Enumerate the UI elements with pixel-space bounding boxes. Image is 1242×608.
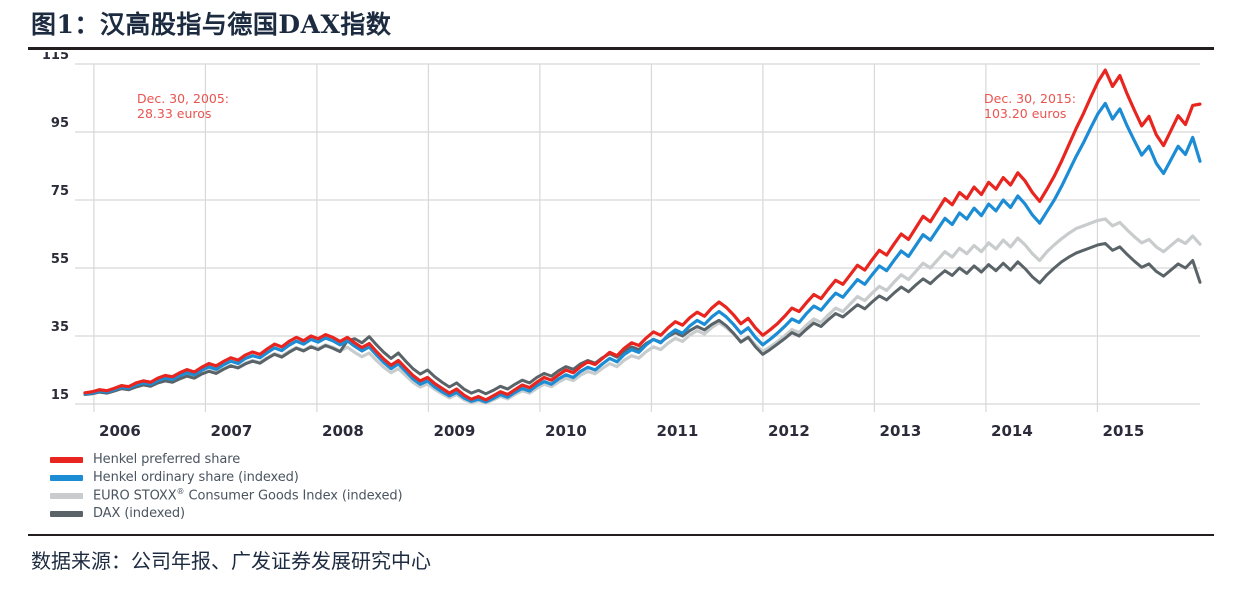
series-line-euro_stoxx — [83, 217, 1202, 405]
annotation-end-price: 103.20 euros — [984, 106, 1067, 121]
legend-item-euro_stoxx: EURO STOXX® Consumer Goods Index (indexe… — [50, 487, 750, 504]
y-axis-tick-label: 95 — [51, 116, 69, 131]
y-axis-tick-label: 55 — [51, 252, 69, 267]
legend-swatch-icon — [50, 456, 83, 463]
legend-label: Henkel preferred share — [93, 452, 241, 467]
chart-legend: Henkel preferred share Henkel ordinary sh… — [50, 451, 750, 523]
x-axis-tick-label: 2006 — [99, 422, 141, 440]
x-axis-tick-label: 2009 — [434, 422, 476, 440]
x-axis-tick-label: 2014 — [991, 422, 1033, 440]
divider-top — [28, 47, 1214, 50]
source-note: 数据来源：公司年报、广发证券发展研究中心 — [31, 549, 431, 573]
legend-swatch-icon — [50, 492, 83, 499]
chart-container: 15 35 55 75 95 115 2006 2007 2008 2009 2010 2011 201… — [28, 52, 1214, 532]
annotation-start-value: Dec. 30, 2005: 28.33 euros — [137, 91, 229, 121]
series-line-henkel_ordinary — [83, 101, 1202, 404]
series-line-dax — [83, 242, 1202, 396]
x-axis-tick-label: 2011 — [657, 422, 699, 440]
y-axis-tick-label: 35 — [51, 320, 69, 335]
legend-label: EURO STOXX® Consumer Goods Index (indexe… — [93, 487, 403, 504]
divider-bottom — [28, 534, 1214, 536]
x-axis-tick-labels: 2006 2007 2008 2009 2010 2011 2012 2013 2014 2015 — [99, 422, 1144, 440]
y-axis-tick-label: 75 — [51, 184, 69, 199]
x-axis-tick-label: 2012 — [768, 422, 810, 440]
legend-label: Henkel ordinary share (indexed) — [93, 470, 299, 485]
legend-swatch-icon — [50, 510, 83, 517]
x-axis-tick-label: 2013 — [880, 422, 922, 440]
legend-item-henkel_ordinary: Henkel ordinary share (indexed) — [50, 469, 750, 486]
annotation-end-value: Dec. 30, 2015: 103.20 euros — [984, 91, 1076, 121]
y-axis-tick-label: 115 — [42, 52, 69, 63]
series-line-henkel_preferred — [83, 68, 1202, 402]
legend-swatch-icon — [50, 474, 83, 481]
legend-label: DAX (indexed) — [93, 506, 185, 521]
y-axis-tick-labels: 15 35 55 75 95 115 — [42, 52, 69, 403]
stock-index-line-chart: 15 35 55 75 95 115 2006 2007 2008 2009 2010 2011 201… — [42, 52, 1202, 440]
annotation-start-price: 28.33 euros — [137, 106, 212, 121]
chart-series-group — [83, 68, 1202, 405]
annotation-end-date: Dec. 30, 2015: — [984, 91, 1077, 106]
annotation-start-date: Dec. 30, 2005: — [137, 91, 230, 106]
legend-item-henkel_preferred: Henkel preferred share — [50, 451, 750, 468]
y-axis-tick-label: 15 — [51, 388, 69, 403]
x-axis-tick-label: 2010 — [545, 422, 587, 440]
x-axis-tick-label: 2007 — [211, 422, 253, 440]
x-axis-tick-label: 2008 — [322, 422, 364, 440]
legend-item-dax: DAX (indexed) — [50, 505, 750, 522]
grid-lines — [75, 63, 1200, 412]
x-axis-tick-label: 2015 — [1103, 422, 1145, 440]
page-title: 图1：汉高股指与德国DAX指数 — [31, 10, 392, 39]
